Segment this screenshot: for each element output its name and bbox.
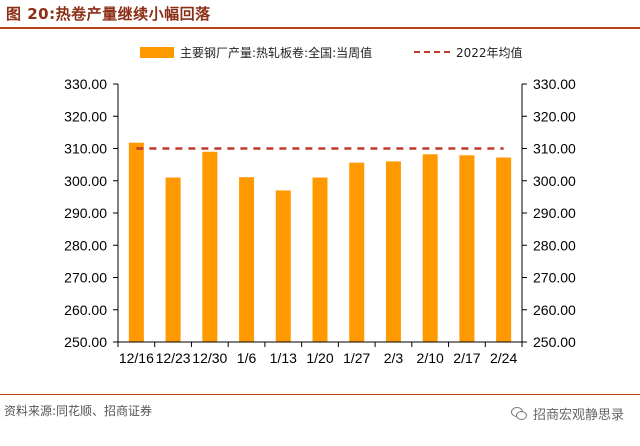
bar-12-23 <box>165 177 181 342</box>
bar-12-30 <box>202 151 218 342</box>
footer-divider <box>0 394 640 395</box>
y-tick-label-left: 310.00 <box>64 141 107 157</box>
x-tick-label: 1/20 <box>306 350 333 366</box>
y-tick-label-left: 260.00 <box>64 302 107 318</box>
x-tick-label: 2/10 <box>417 350 444 366</box>
bar-1-13 <box>275 190 291 342</box>
bar-12-16 <box>128 142 144 342</box>
wechat-icon <box>510 406 527 421</box>
legend-line-swatch <box>414 51 450 53</box>
x-tick-label: 12/23 <box>156 350 191 366</box>
figure-title: 图 20:热卷产量继续小幅回落 <box>6 5 211 23</box>
y-tick-label-left: 290.00 <box>64 205 107 221</box>
bar-1-27 <box>349 162 365 342</box>
x-axis: 12/16 12/23 12/30 1/6 1/13 1/20 1/27 2/3 2/10 2/1… <box>117 341 523 366</box>
y-tick-label-left: 320.00 <box>64 108 107 124</box>
watermark: 招商宏观静思录 <box>510 404 624 423</box>
bar-1-6 <box>239 177 255 342</box>
y-tick-label-right: 250.00 <box>533 334 576 350</box>
y-tick-label-right: 330.00 <box>533 76 576 92</box>
y-tick-label-left: 250.00 <box>64 334 107 350</box>
bar-2-17 <box>459 155 475 342</box>
legend-bar-swatch <box>140 46 174 58</box>
x-tick-label: 1/6 <box>237 350 257 366</box>
y-tick-label-left: 280.00 <box>64 237 107 253</box>
y-tick-label-right: 290.00 <box>533 205 576 221</box>
y-tick-label-right: 310.00 <box>533 141 576 157</box>
legend-item-bar: 主要钢厂产量:热轧板卷:全国:当周值 <box>140 40 372 64</box>
y-tick-label-right: 280.00 <box>533 237 576 253</box>
title-divider <box>0 27 640 29</box>
y-tick-label-right: 270.00 <box>533 270 576 286</box>
x-tick-label: 1/13 <box>270 350 297 366</box>
x-tick-label: 12/16 <box>119 350 154 366</box>
bar-2-10 <box>422 154 438 342</box>
legend-item-line: 2022年均值 <box>414 40 523 64</box>
bar-2-3 <box>385 161 401 342</box>
x-tick-label: 2/17 <box>453 350 480 366</box>
x-tick-label: 12/30 <box>192 350 227 366</box>
chart-legend: 主要钢厂产量:热轧板卷:全国:当周值 2022年均值 <box>0 40 640 64</box>
x-tick-label: 2/3 <box>384 350 404 366</box>
y-axis-left: 250.00 260.00 270.00 280.00 290.00 300.00 310.… <box>64 76 119 350</box>
legend-line-label: 2022年均值 <box>456 45 523 60</box>
bar-2-24 <box>496 157 512 342</box>
y-tick-label-right: 300.00 <box>533 173 576 189</box>
y-tick-label-right: 320.00 <box>533 108 576 124</box>
y-tick-label-left: 270.00 <box>64 270 107 286</box>
legend-bar-label: 主要钢厂产量:热轧板卷:全国:当周值 <box>180 45 373 60</box>
y-tick-label-left: 300.00 <box>64 173 107 189</box>
y-tick-label-left: 330.00 <box>64 76 107 92</box>
y-axis-right: 250.00 260.00 270.00 280.00 290.00 300.00 310.… <box>521 76 576 350</box>
x-tick-label: 2/24 <box>490 350 517 366</box>
x-tick-label: 1/27 <box>343 350 370 366</box>
bar-series <box>128 142 512 342</box>
source-note: 资料来源:同花顺、招商证券 <box>4 404 153 418</box>
y-tick-label-right: 260.00 <box>533 302 576 318</box>
bar-1-20 <box>312 177 328 342</box>
watermark-text: 招商宏观静思录 <box>532 408 624 423</box>
